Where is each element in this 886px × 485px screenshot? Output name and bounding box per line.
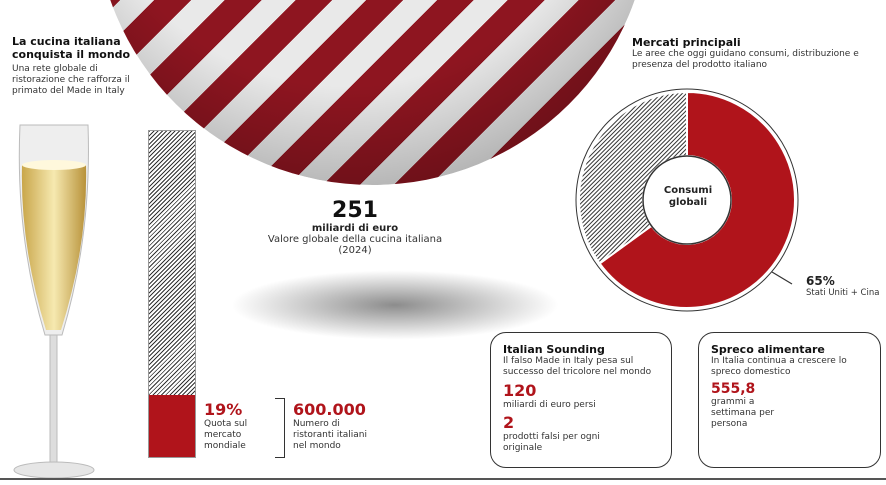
italian-sounding-card: Italian Sounding Il falso Made in Italy … [490,332,672,468]
headline-stat: 251 miliardi di euro Valore globale dell… [250,198,460,256]
sounding-label-2: prodotti falsi per ogni originale [503,432,600,453]
donut-pct-label: Stati Uniti + Cina [806,288,880,298]
waste-label: grammi a settimana per persona [711,397,775,429]
food-waste-card: Spreco alimentare In Italia continua a c… [698,332,881,468]
donut-pct: 65% [806,274,835,288]
headline-value: 251 [332,198,378,223]
share-bar-track [148,130,196,458]
bracket-divider [275,398,285,458]
sounding-value-1: 120 [503,381,537,400]
restaurants-label: Numero di ristoranti italiani nel mondo [293,419,367,451]
headline-unit: miliardi di euro [311,223,399,234]
markets-text: Le aree che oggi guidano consumi, distri… [632,49,859,70]
sounding-label-1: miliardi di euro persi [503,400,596,410]
ball-shadow [230,270,560,340]
share-stat: 19% Quota sul mercato mondiale [204,400,264,452]
share-value: 19% [204,400,243,419]
waste-text: In Italia continua a crescere lo spreco … [711,356,847,377]
markets-title: Mercati principali [632,36,741,49]
restaurants-stat: 600.000 Numero di ristoranti italiani ne… [293,400,383,452]
sounding-text: Il falso Made in Italy pesa sul successo… [503,356,652,377]
share-bar-fill [149,395,195,457]
waste-value: 555,8 [711,381,756,397]
share-label: Quota sul mercato mondiale [204,419,248,451]
intro-text: Una rete globale di ristorazione che raf… [12,64,130,96]
leader-line [771,271,793,285]
donut-center-label: Consumi globali [663,185,713,208]
markets-block: Mercati principali Le aree che oggi guid… [632,36,882,71]
restaurants-value: 600.000 [293,400,366,419]
sounding-value-2: 2 [503,413,515,432]
headline-desc: Valore globale della cucina italiana [267,234,443,245]
intro-block: La cucina italiana conquista il mondo Un… [12,35,152,97]
markets-donut-chart [575,88,799,312]
donut-annotation: 65% Stati Uniti + Cina [806,274,879,299]
footer-rule [0,478,886,480]
headline-year: (2024) [338,245,372,256]
sounding-title: Italian Sounding [503,343,605,356]
champagne-glass-illustration [13,124,95,479]
waste-title: Spreco alimentare [711,343,825,356]
intro-title: La cucina italiana conquista il mondo [12,35,131,61]
